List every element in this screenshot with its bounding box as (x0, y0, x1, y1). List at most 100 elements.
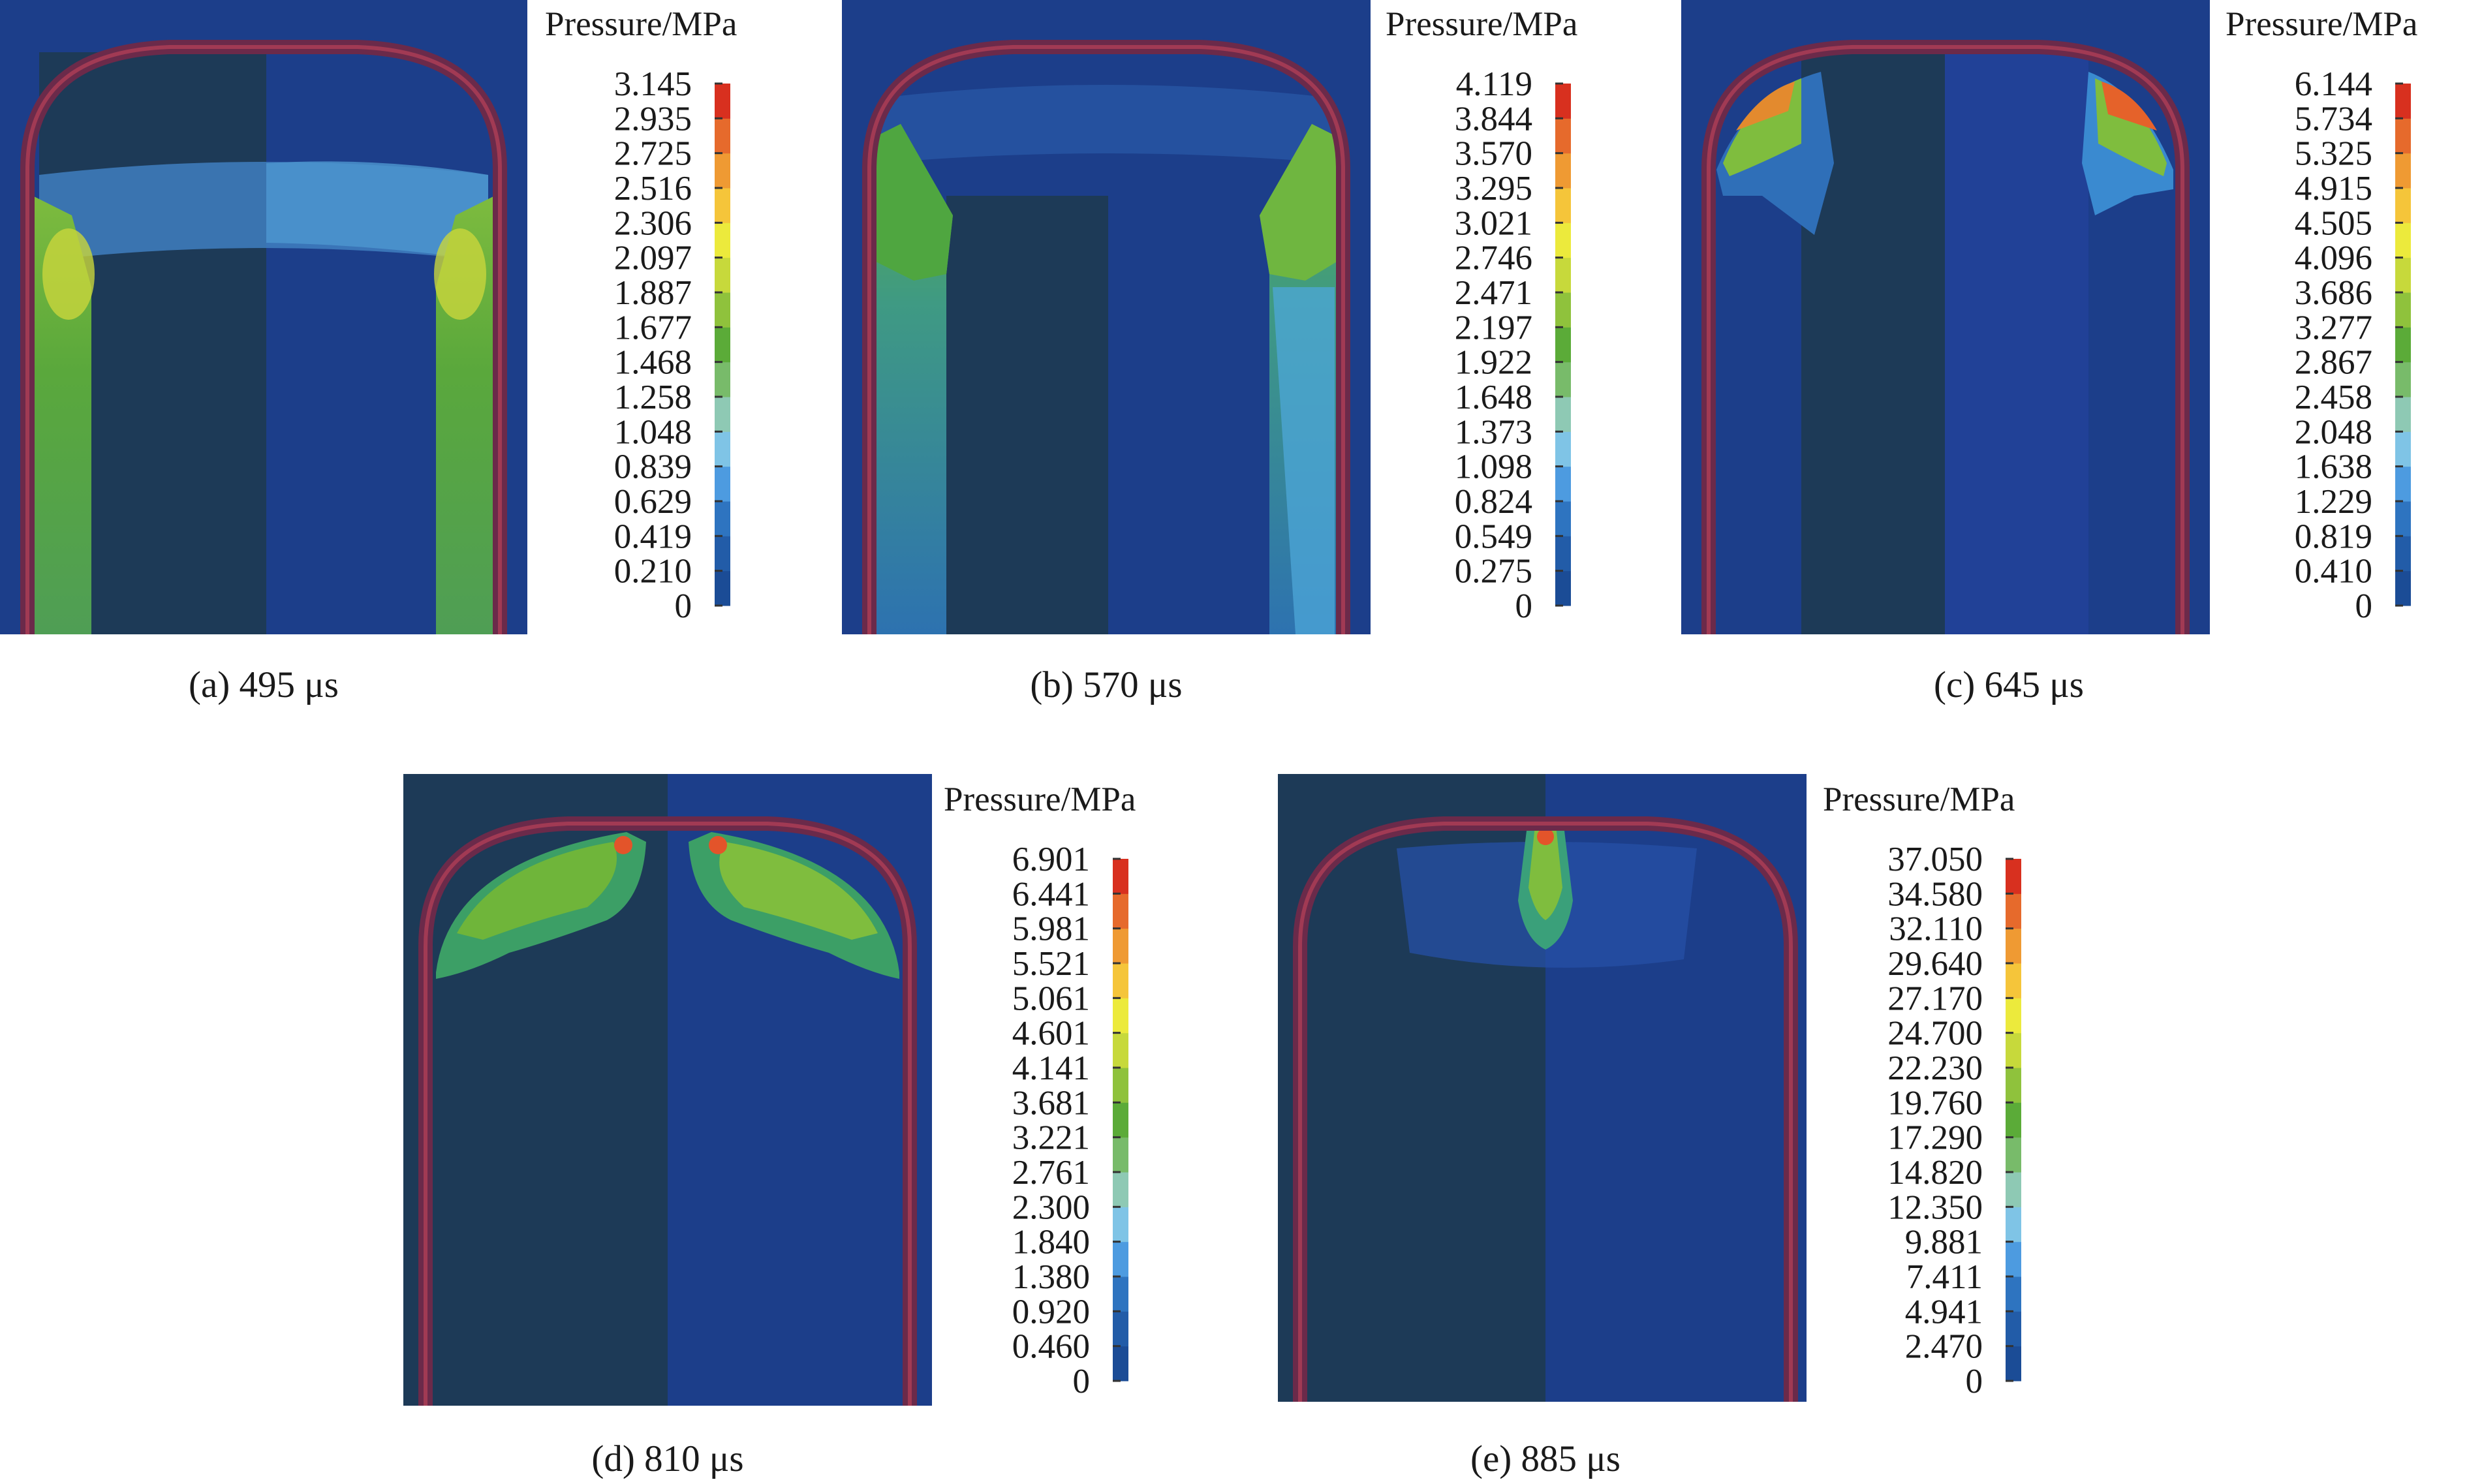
colorbar-segment (2395, 327, 2411, 363)
colorbar-tick-label: 29.640 (1887, 945, 1983, 983)
colorbar-tick-label: 3.681 (1012, 1084, 1090, 1122)
colorbar-segment (1555, 431, 1571, 467)
colorbar-segment (1113, 1032, 1128, 1068)
colorbar-segment (2395, 362, 2411, 397)
colorbar-tick-label: 9.881 (1905, 1224, 1983, 1261)
colorbar-segment (1555, 397, 1571, 432)
colorbar-segment (1113, 998, 1128, 1034)
colorbar-tick-label: 22.230 (1887, 1049, 1983, 1087)
colorbar-segment (715, 153, 730, 189)
colorbar-tick-label: 0.920 (1012, 1293, 1090, 1331)
colorbar-tick-label: 1.098 (1455, 448, 1532, 486)
colorbar-segment (2006, 1346, 2021, 1382)
colorbar-tick-label: 2.197 (1455, 309, 1532, 347)
colorbar-segment (2006, 859, 2021, 894)
colorbar-tick-label: 3.221 (1012, 1119, 1090, 1157)
colorbar-tick-label: 1.648 (1455, 379, 1532, 416)
colorbar-tick-label: 0.210 (614, 553, 692, 591)
legend-title-a: Pressure/MPa (545, 5, 737, 43)
colorbar-tick-label: 4.096 (2295, 240, 2372, 277)
colorbar-ticks-e: 37.05034.58032.11029.64027.17024.70022.2… (1887, 841, 2013, 1400)
colorbar-tick-label: 2.471 (1455, 274, 1532, 312)
colorbar-tick-label: 5.734 (2295, 100, 2372, 138)
colorbar-segment (1113, 963, 1128, 998)
colorbar-segment (2006, 1276, 2021, 1312)
contour-image-b (842, 0, 1371, 634)
colorbar-tick-label: 1.638 (2295, 448, 2372, 486)
colorbar-tick-label: 3.021 (1455, 204, 1532, 242)
colorbar-tick-label: 2.097 (614, 240, 692, 277)
legend-title-b: Pressure/MPa (1386, 5, 1577, 43)
colorbar-tick-label: 5.061 (1012, 980, 1090, 1017)
colorbar-segment (2395, 292, 2411, 328)
colorbar-segment (2006, 1311, 2021, 1347)
colorbar-tick-label: 0.819 (2295, 518, 2372, 555)
colorbar-tick-label: 32.110 (1889, 910, 1983, 948)
colorbar-tick-label: 4.119 (1456, 65, 1532, 103)
colorbar-segment (2395, 188, 2411, 223)
colorbar-ticks-c: 6.1445.7345.3254.9154.5054.0963.6863.277… (2295, 65, 2403, 625)
colorbar-segment (1555, 257, 1571, 293)
contour-image-e (1278, 774, 1807, 1402)
colorbar-tick-label: 34.580 (1887, 875, 1983, 913)
colorbar-segment (715, 431, 730, 467)
colorbar-segment (2395, 397, 2411, 432)
colorbar-tick-label: 4.601 (1012, 1015, 1090, 1053)
colorbar-b (1555, 84, 1571, 606)
colorbar-tick-label: 2.761 (1012, 1154, 1090, 1192)
colorbar-tick-label: 1.229 (2295, 483, 2372, 521)
colorbar-tick-label: 17.290 (1887, 1119, 1983, 1157)
colorbar-tick-label: 0 (1966, 1363, 1983, 1400)
colorbar-tick-label: 6.901 (1012, 841, 1090, 878)
caption-e: (e) 885 μs (1470, 1438, 1621, 1479)
colorbar-segment (2006, 1068, 2021, 1103)
colorbar-tick-label: 2.867 (2295, 344, 2372, 382)
colorbar-tick-label: 1.373 (1455, 413, 1532, 451)
colorbar-tick-label: 6.144 (2295, 65, 2372, 103)
panel-b: Pressure/MPa 4.1193.8443.5703.2953.0212.… (842, 0, 1577, 705)
colorbar-segment (2006, 1241, 2021, 1277)
colorbar-tick-label: 0.410 (2295, 553, 2372, 591)
colorbar-tick-label: 0 (2355, 587, 2373, 625)
colorbar-segment (2395, 257, 2411, 293)
colorbar-tick-label: 3.844 (1455, 100, 1532, 138)
colorbar-tick-label: 14.820 (1887, 1154, 1983, 1192)
colorbar-tick-label: 4.915 (2295, 170, 2372, 208)
legend-title-d: Pressure/MPa (944, 781, 1136, 818)
colorbar-ticks-d: 6.9016.4415.9815.5215.0614.6014.1413.681… (1012, 841, 1121, 1400)
colorbar-tick-label: 37.050 (1887, 841, 1983, 878)
colorbar-segment (2395, 223, 2411, 258)
colorbar-tick-label: 0.824 (1455, 483, 1532, 521)
colorbar-segment (2006, 928, 2021, 964)
colorbar-segment (2395, 570, 2411, 606)
colorbar-ticks-b: 4.1193.8443.5703.2953.0212.7462.4712.197… (1455, 65, 1563, 625)
colorbar-segment (1113, 893, 1128, 929)
colorbar-segment (2006, 1032, 2021, 1068)
colorbar-tick-label: 1.677 (614, 309, 692, 347)
colorbar-tick-label: 1.922 (1455, 344, 1532, 382)
colorbar-tick-label: 1.048 (614, 413, 692, 451)
colorbar-segment (1113, 1276, 1128, 1312)
panel-d: Pressure/MPa 6.9016.4415.9815.5215.0614.… (403, 774, 1136, 1479)
colorbar-tick-label: 0 (675, 587, 692, 625)
colorbar-tick-label: 4.141 (1012, 1049, 1090, 1087)
colorbar-tick-label: 2.300 (1012, 1188, 1090, 1226)
colorbar-segment (1555, 188, 1571, 223)
colorbar-segment (1113, 1137, 1128, 1173)
colorbar-tick-label: 1.258 (614, 379, 692, 416)
colorbar-segment (2395, 501, 2411, 536)
colorbar-tick-label: 1.468 (614, 344, 692, 382)
colorbar-segment (2006, 998, 2021, 1034)
colorbar-segment (1113, 1346, 1128, 1382)
colorbar-segment (2006, 1102, 2021, 1138)
colorbar-segment (1113, 1068, 1128, 1103)
contour-image-a (0, 0, 527, 634)
legend-title-c: Pressure/MPa (2226, 5, 2417, 43)
legend-title-e: Pressure/MPa (1823, 781, 2015, 818)
colorbar-segment (715, 257, 730, 293)
colorbar-tick-label: 0.549 (1455, 518, 1532, 555)
colorbar-segment (1113, 859, 1128, 894)
colorbar-segment (1555, 118, 1571, 154)
colorbar-segment (1113, 1102, 1128, 1138)
